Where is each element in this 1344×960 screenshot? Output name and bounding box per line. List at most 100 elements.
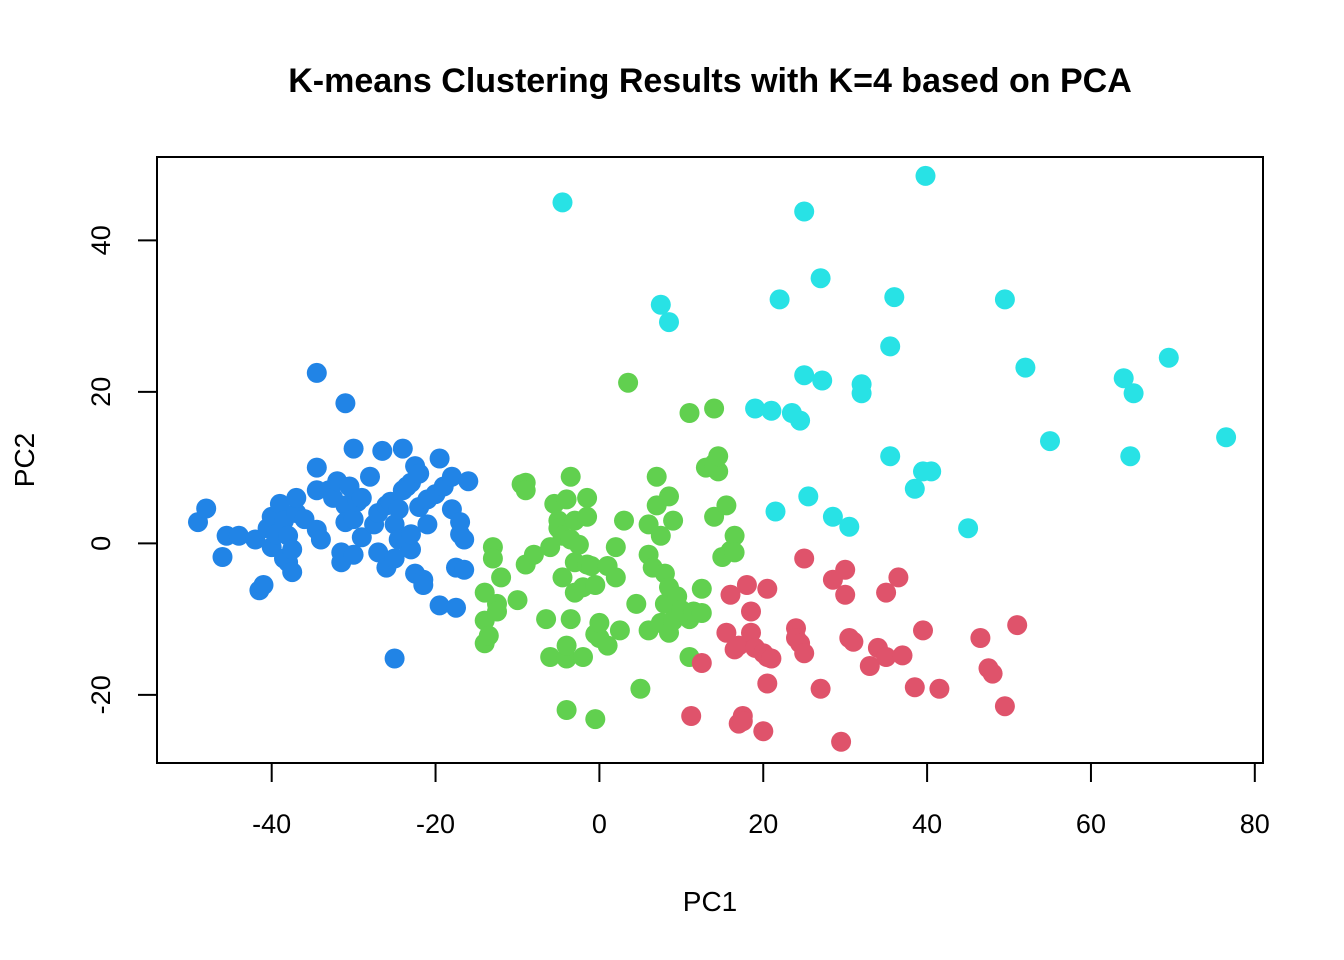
point-cluster-3-54 bbox=[614, 510, 634, 531]
point-cluster-4-39 bbox=[913, 620, 933, 641]
point-cluster-4-36 bbox=[888, 567, 909, 588]
point-cluster-2-22 bbox=[904, 478, 925, 499]
point-cluster-2-5 bbox=[761, 400, 782, 421]
y-axis: -20 0 20 40 bbox=[86, 225, 158, 714]
point-cluster-4-38 bbox=[904, 677, 925, 698]
point-cluster-2-12 bbox=[798, 486, 819, 507]
point-cluster-2-32 bbox=[1123, 383, 1144, 404]
point-cluster-2-15 bbox=[822, 506, 843, 527]
point-cluster-4-24 bbox=[794, 643, 815, 664]
point-cluster-3-53 bbox=[609, 620, 630, 641]
point-cluster-3-31 bbox=[560, 466, 581, 487]
y-tick-label-3: 40 bbox=[86, 225, 116, 255]
point-cluster-1-52 bbox=[384, 548, 405, 569]
point-cluster-2-18 bbox=[851, 383, 872, 404]
point-cluster-3-30 bbox=[556, 635, 577, 656]
point-cluster-3-16 bbox=[515, 480, 536, 501]
point-cluster-4-9 bbox=[732, 711, 753, 732]
chart-title: K-means Clustering Results with K=4 base… bbox=[288, 62, 1132, 100]
point-cluster-1-83 bbox=[458, 471, 479, 492]
point-cluster-4-2 bbox=[691, 653, 712, 673]
point-cluster-4-3 bbox=[716, 622, 737, 643]
point-cluster-2-10 bbox=[794, 201, 815, 222]
point-cluster-1-2 bbox=[196, 498, 217, 519]
point-cluster-3-42 bbox=[577, 506, 598, 527]
point-cluster-1-45 bbox=[368, 542, 389, 563]
point-cluster-4-6 bbox=[728, 635, 749, 656]
point-cluster-4-29 bbox=[835, 559, 856, 580]
point-cluster-1-38 bbox=[343, 509, 364, 530]
point-cluster-3-88 bbox=[724, 542, 745, 563]
point-cluster-2-11 bbox=[794, 365, 815, 386]
point-cluster-1-57 bbox=[392, 438, 413, 459]
point-cluster-3-70 bbox=[663, 510, 684, 531]
point-cluster-3-82 bbox=[708, 461, 729, 482]
point-cluster-2-19 bbox=[880, 336, 901, 357]
point-cluster-3-2 bbox=[679, 403, 700, 423]
point-cluster-2-27 bbox=[994, 289, 1015, 310]
point-cluster-3-20 bbox=[540, 647, 561, 667]
point-cluster-3-41 bbox=[577, 487, 598, 508]
point-cluster-3-43 bbox=[581, 556, 602, 576]
point-cluster-1-54 bbox=[388, 499, 409, 520]
x-tick-label-1: -20 bbox=[416, 809, 455, 839]
point-cluster-4-27 bbox=[831, 731, 852, 752]
point-cluster-4-32 bbox=[859, 656, 880, 676]
point-cluster-4-19 bbox=[761, 648, 782, 669]
point-cluster-1-82 bbox=[454, 559, 475, 580]
point-cluster-1-41 bbox=[351, 527, 372, 548]
x-tick-label-3: 20 bbox=[748, 809, 778, 839]
point-cluster-3-12 bbox=[491, 567, 512, 588]
point-cluster-2-20 bbox=[880, 446, 901, 467]
point-cluster-4-15 bbox=[753, 721, 774, 742]
point-cluster-3-44 bbox=[585, 709, 606, 730]
point-cluster-1-39 bbox=[343, 544, 364, 565]
point-cluster-2-31 bbox=[1120, 446, 1141, 467]
y-tick-label-2: 20 bbox=[86, 377, 116, 407]
point-cluster-2-29 bbox=[1040, 431, 1060, 452]
point-cluster-1-18 bbox=[282, 562, 303, 583]
point-cluster-4-11 bbox=[741, 601, 761, 622]
x-tick-label-6: 80 bbox=[1240, 809, 1270, 839]
point-cluster-3-13 bbox=[507, 590, 528, 611]
point-cluster-2-25 bbox=[921, 461, 942, 482]
point-cluster-3-7 bbox=[478, 625, 499, 646]
point-cluster-1-65 bbox=[409, 463, 430, 484]
point-cluster-1-5 bbox=[228, 525, 249, 546]
point-cluster-3-25 bbox=[552, 567, 573, 588]
point-cluster-3-9 bbox=[482, 548, 503, 569]
point-cluster-3-55 bbox=[626, 593, 647, 614]
point-cluster-3-19 bbox=[536, 609, 557, 630]
point-cluster-4-41 bbox=[970, 628, 991, 648]
point-cluster-2-16 bbox=[839, 516, 860, 537]
point-cluster-1-24 bbox=[306, 362, 327, 383]
point-cluster-3-51 bbox=[605, 567, 626, 588]
point-cluster-2-14 bbox=[812, 370, 833, 391]
point-cluster-3-87 bbox=[724, 525, 745, 546]
point-cluster-1-34 bbox=[335, 393, 356, 414]
point-cluster-4-44 bbox=[994, 696, 1015, 717]
point-cluster-1-25 bbox=[306, 457, 327, 478]
point-cluster-4-18 bbox=[757, 578, 778, 599]
point-cluster-3-62 bbox=[646, 466, 667, 487]
point-cluster-3-78 bbox=[691, 603, 712, 623]
point-cluster-4-43 bbox=[982, 663, 1003, 684]
point-cluster-1-37 bbox=[343, 438, 364, 459]
cluster-1 bbox=[188, 362, 479, 669]
point-cluster-4-17 bbox=[757, 673, 778, 694]
point-cluster-3-46 bbox=[585, 575, 606, 595]
point-cluster-1-13 bbox=[269, 493, 290, 514]
point-cluster-4-45 bbox=[1007, 615, 1028, 636]
y-tick-label-1: 0 bbox=[86, 536, 116, 551]
point-cluster-3-85 bbox=[716, 495, 737, 516]
point-cluster-4-1 bbox=[681, 706, 702, 726]
point-cluster-1-3 bbox=[212, 547, 233, 567]
point-cluster-4-4 bbox=[720, 584, 741, 605]
point-cluster-2-6 bbox=[765, 501, 786, 522]
point-cluster-1-77 bbox=[446, 597, 466, 618]
point-cluster-4-31 bbox=[843, 631, 864, 652]
point-cluster-4-12 bbox=[741, 622, 761, 643]
point-cluster-3-56 bbox=[630, 678, 651, 699]
point-cluster-1-81 bbox=[454, 529, 475, 550]
